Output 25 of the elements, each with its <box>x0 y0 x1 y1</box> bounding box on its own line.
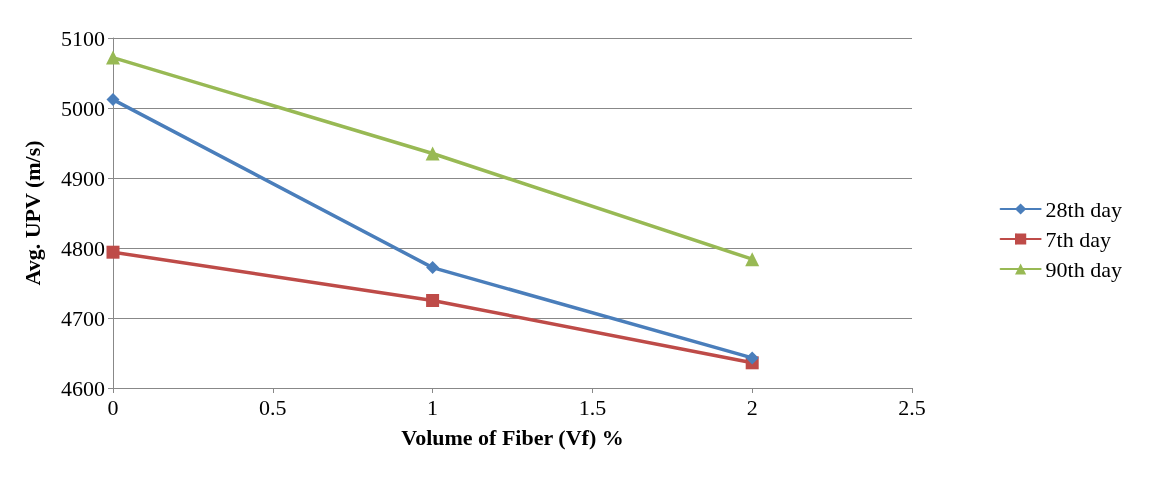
point <box>106 93 120 107</box>
point <box>425 146 440 161</box>
x-tick-label: 2 <box>746 394 758 420</box>
point <box>106 245 120 259</box>
point <box>106 50 120 65</box>
x-tick-label: 1.5 <box>578 394 607 420</box>
y-tick-label: 4900 <box>61 165 105 191</box>
x-tick-label: 1 <box>427 394 439 420</box>
point <box>426 261 440 275</box>
y-tick-label: 4600 <box>61 375 105 401</box>
legend-label: 28th day <box>1045 196 1123 222</box>
y-tick-label: 4800 <box>61 235 105 261</box>
y-tick-label: 4700 <box>61 305 105 331</box>
point <box>745 252 760 267</box>
x-tick-label: 0.5 <box>259 394 287 420</box>
y-axis-title: Avg. UPV (m/s) <box>19 140 45 286</box>
y-tick-label: 5100 <box>61 25 105 51</box>
y-tick-label: 5000 <box>61 95 105 121</box>
point <box>745 351 759 365</box>
x-axis-title: Volume of Fiber (Vf) % <box>401 424 624 450</box>
legend-label: 7th day <box>1045 226 1112 252</box>
legend-label: 90th day <box>1045 256 1123 282</box>
x-tick-label: 0 <box>107 394 119 420</box>
point <box>426 294 440 307</box>
x-tick-label: 2.5 <box>898 394 926 420</box>
